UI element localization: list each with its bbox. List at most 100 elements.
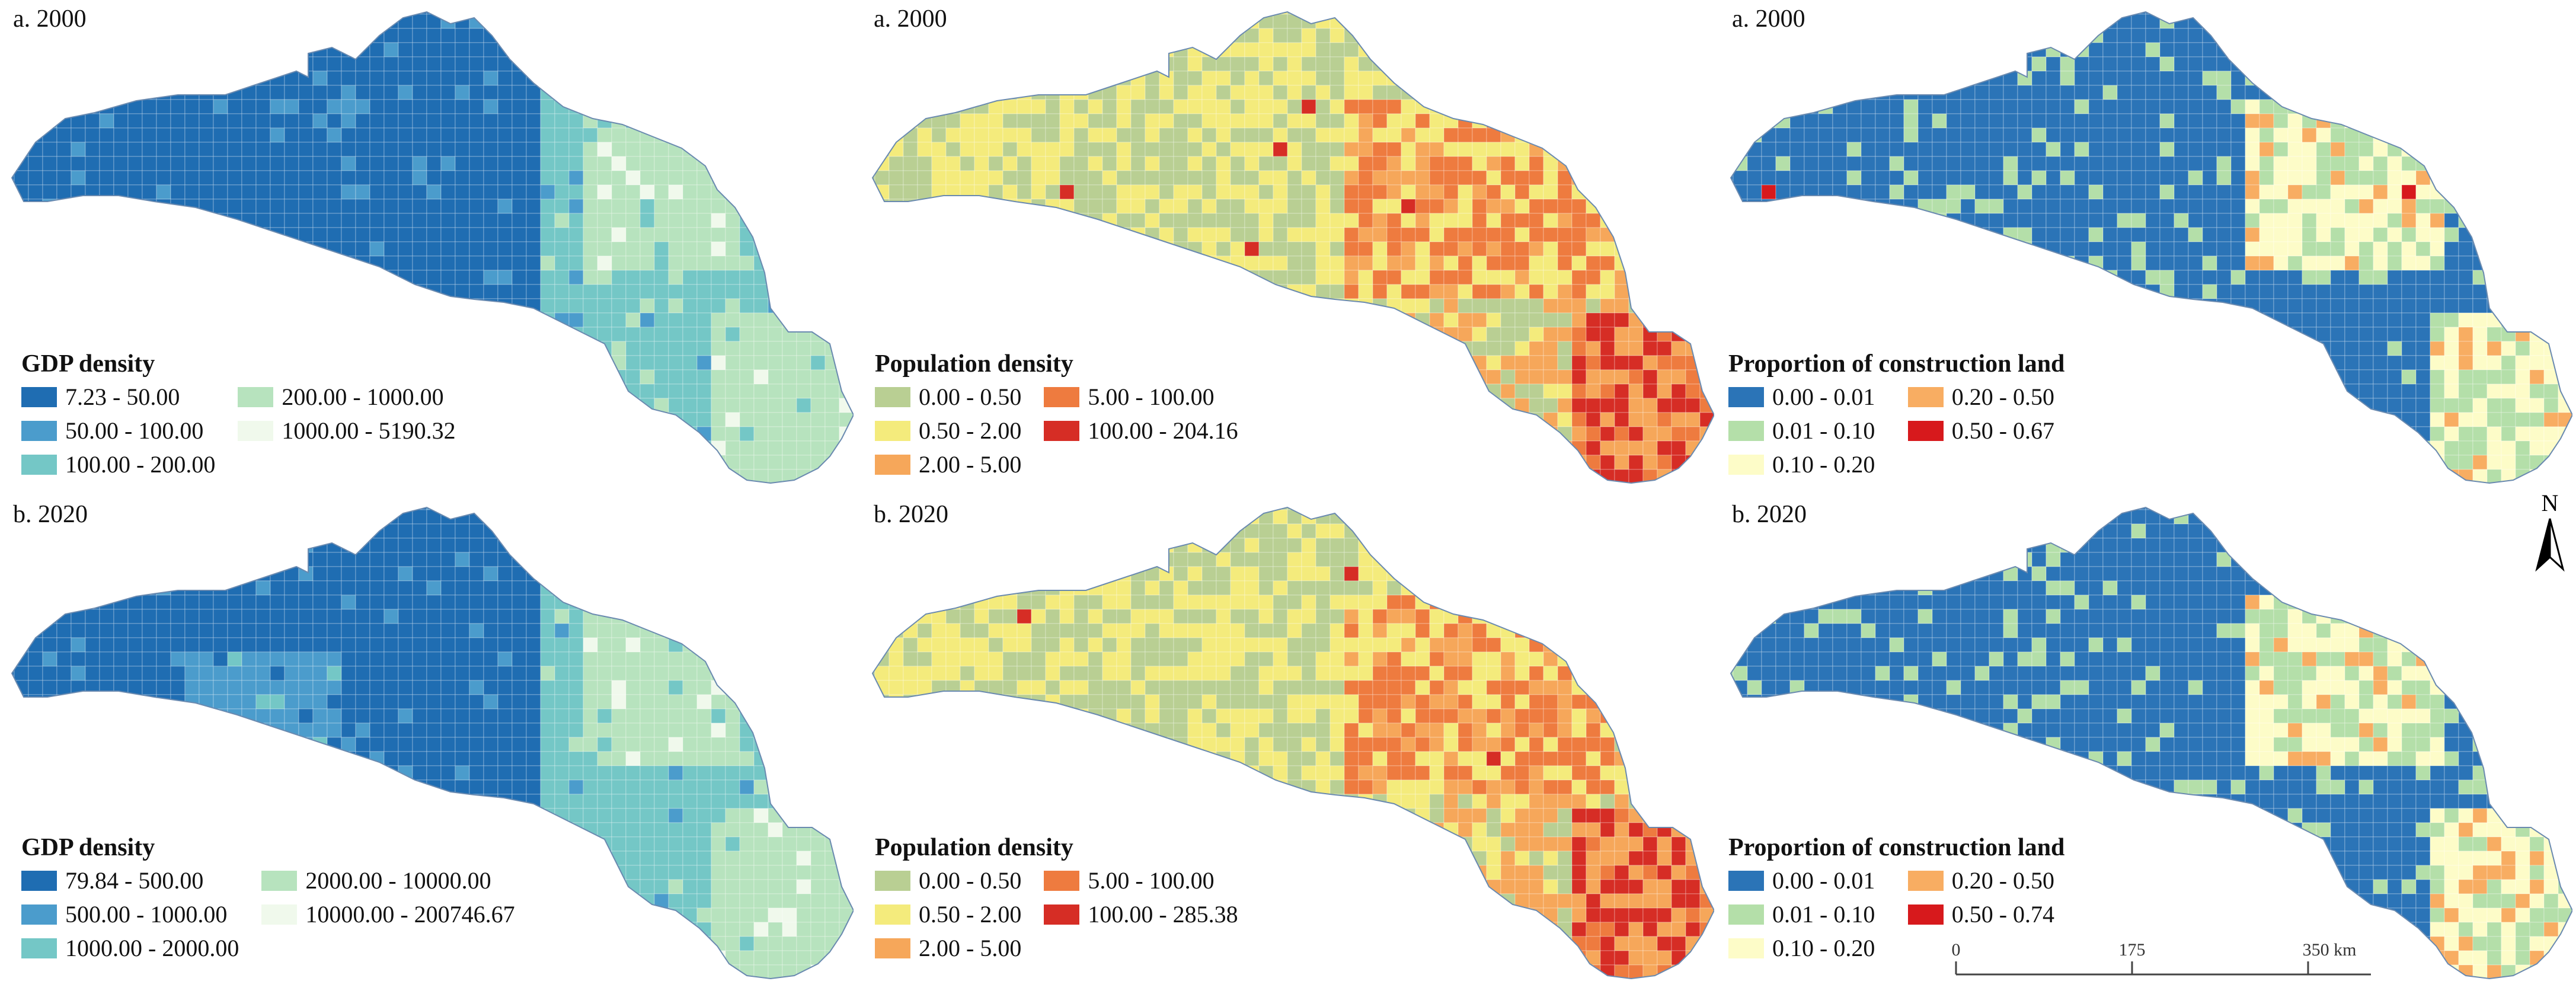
grid-cell [1329, 469, 1345, 483]
grid-cell [796, 170, 811, 186]
grid-cell [312, 113, 328, 129]
grid-cell [540, 113, 555, 129]
grid-cell [1571, 327, 1587, 342]
grid-cell [682, 28, 698, 43]
grid-cell [697, 484, 711, 486]
grid-cell [2017, 28, 2032, 43]
grid-cell [1273, 71, 1288, 86]
grid-cell [2245, 142, 2260, 157]
grid-cell [2486, 142, 2502, 157]
grid-cell [1586, 270, 1601, 285]
grid-cell [874, 255, 890, 271]
grid-cell [1287, 14, 1302, 29]
grid-cell [398, 56, 413, 72]
grid-cell [903, 113, 918, 129]
grid-cell [270, 199, 285, 214]
grid-cell [1344, 227, 1359, 242]
grid-cell [71, 85, 86, 100]
grid-cell [1287, 383, 1302, 399]
panel-label: a. 2000 [874, 5, 947, 33]
grid-cell [872, 327, 875, 342]
grid-cell [839, 469, 854, 483]
grid-cell [71, 484, 85, 486]
grid-cell [1543, 71, 1558, 86]
grid-cell [1187, 127, 1203, 143]
grid-cell [1130, 142, 1146, 157]
grid-cell [654, 383, 669, 399]
grid-cell [1244, 85, 1260, 100]
grid-cell [682, 14, 698, 29]
grid-cell [1173, 213, 1188, 228]
grid-cell [398, 142, 413, 157]
grid-cell [782, 341, 797, 356]
grid-cell [2344, 142, 2360, 157]
grid-cell [227, 113, 242, 129]
grid-cell [2188, 170, 2203, 186]
grid-cell [2003, 42, 2018, 57]
grid-cell [696, 213, 712, 228]
grid-cell [1116, 213, 1132, 228]
grid-cell [554, 156, 570, 171]
grid-cell [184, 213, 200, 228]
grid-cell [1789, 71, 1805, 86]
grid-cell [355, 312, 370, 328]
grid-cell [1761, 113, 1776, 129]
grid-cell [1059, 213, 1075, 228]
grid-cell [1273, 398, 1288, 413]
grid-cell [85, 127, 100, 143]
grid-cell [654, 170, 669, 186]
grid-cell [1045, 12, 1060, 15]
grid-cell [1458, 199, 1473, 214]
grid-cell [2529, 142, 2545, 157]
grid-cell [1657, 383, 1672, 399]
grid-cell [668, 298, 683, 314]
grid-cell [1529, 312, 1544, 328]
grid-cell [2444, 127, 2459, 143]
grid-cell [227, 42, 242, 57]
grid-cell [2401, 14, 2417, 29]
grid-cell [1671, 56, 1686, 72]
grid-cell [2145, 12, 2160, 15]
grid-cell [1443, 156, 1459, 171]
grid-cell [1761, 42, 1776, 57]
grid-cell [1514, 14, 1530, 29]
grid-cell [988, 142, 1003, 157]
grid-cell [1102, 42, 1117, 57]
grid-cell [917, 127, 932, 143]
grid-cell [768, 241, 783, 257]
grid-cell [696, 241, 712, 257]
grid-cell [597, 99, 612, 114]
grid-cell [889, 42, 904, 57]
grid-cell [1458, 12, 1473, 15]
grid-cell [398, 227, 413, 242]
grid-cell [739, 341, 755, 356]
grid-cell [1557, 241, 1573, 257]
grid-cell [255, 255, 271, 271]
grid-cell [1344, 398, 1359, 413]
grid-cell [597, 270, 612, 285]
grid-cell [413, 484, 427, 486]
grid-cell [2358, 42, 2374, 57]
grid-cell [1372, 12, 1388, 15]
grid-cell [1201, 42, 1217, 57]
grid-cell [241, 28, 257, 43]
grid-cell [85, 71, 100, 86]
grid-cell [931, 241, 947, 257]
grid-cell [824, 127, 840, 143]
grid-cell [1386, 12, 1402, 15]
grid-cell [270, 14, 285, 29]
grid-cell [554, 199, 570, 214]
grid-cell [568, 85, 584, 100]
grid-cell [426, 12, 442, 15]
grid-cell [2501, 142, 2516, 157]
grid-cell [1244, 469, 1260, 483]
grid-cell [1443, 455, 1459, 470]
grid-cell [1586, 255, 1601, 271]
grid-cell [1415, 398, 1430, 413]
grid-cell [383, 12, 399, 15]
grid-cell [931, 255, 947, 271]
grid-cell [654, 184, 669, 200]
grid-cell [1614, 398, 1629, 413]
grid-cell [597, 298, 612, 314]
grid-cell [2060, 12, 2075, 15]
